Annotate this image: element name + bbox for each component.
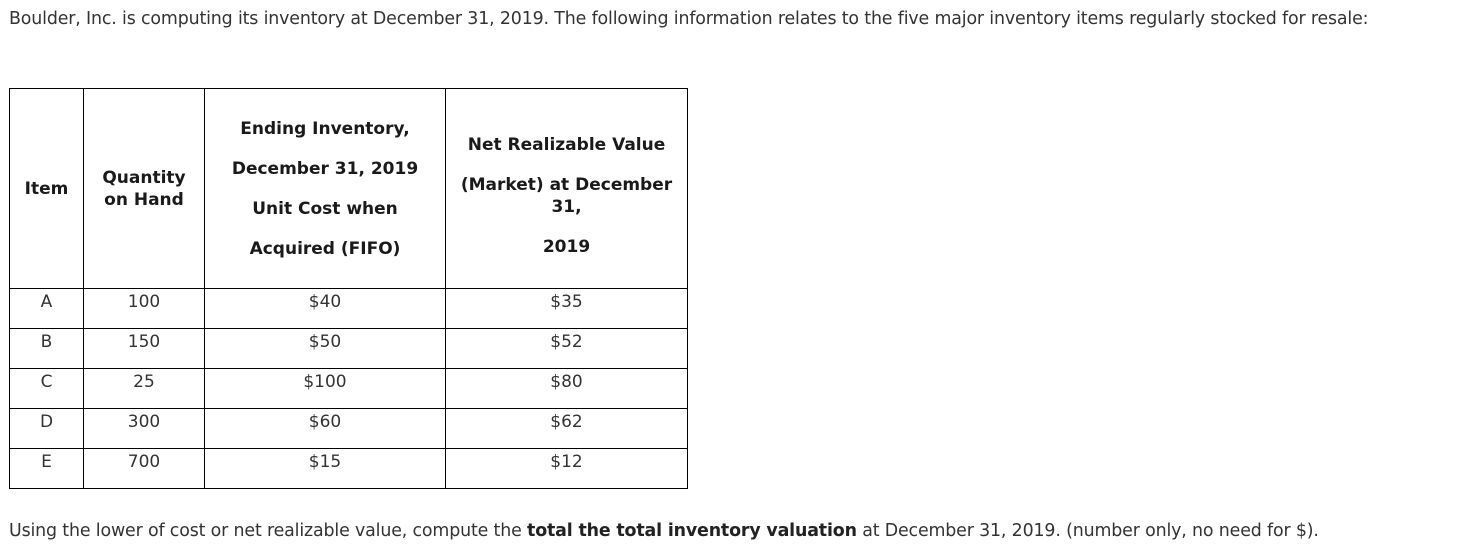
header-nrv-line: 2019	[542, 236, 591, 257]
cell-unit-cost: $40	[204, 288, 446, 329]
cell-item: B	[9, 328, 84, 369]
cell-item: A	[9, 288, 84, 329]
header-nrv: Net Realizable Value (Market) at Decembe…	[445, 88, 688, 289]
question-text: Using the lower of cost or net realizabl…	[9, 518, 1319, 544]
header-nrv-line: (Market) at December	[460, 174, 673, 195]
header-quantity: Quantity on Hand	[83, 88, 205, 289]
cell-nrv: $35	[445, 288, 688, 329]
cell-quantity: 700	[83, 448, 205, 489]
cell-unit-cost: $100	[204, 368, 446, 409]
cell-quantity: 150	[83, 328, 205, 369]
intro-text: Boulder, Inc. is computing its inventory…	[9, 9, 1369, 29]
header-item: Item	[9, 88, 84, 289]
cell-item: E	[9, 448, 84, 489]
table-header-row: Item Quantity on Hand Ending Inventory, …	[9, 88, 688, 289]
header-nrv-line: 31,	[551, 196, 582, 217]
table-row: C 25 $100 $80	[9, 368, 688, 409]
cell-item: C	[9, 368, 84, 409]
cell-quantity: 25	[83, 368, 205, 409]
cell-unit-cost: $15	[204, 448, 446, 489]
question-suffix: at December 31, 2019. (number only, no n…	[856, 521, 1319, 541]
header-unit-cost-line: Unit Cost when	[252, 198, 398, 219]
question-prefix: Using the lower of cost or net realizabl…	[9, 521, 528, 541]
cell-nrv: $12	[445, 448, 688, 489]
cell-nrv: $62	[445, 408, 688, 449]
header-unit-cost: Ending Inventory, December 31, 2019 Unit…	[204, 88, 446, 289]
cell-quantity: 300	[83, 408, 205, 449]
cell-unit-cost: $50	[204, 328, 446, 369]
cell-quantity: 100	[83, 288, 205, 329]
cell-nrv: $52	[445, 328, 688, 369]
cell-unit-cost: $60	[204, 408, 446, 449]
header-quantity-line: Quantity	[102, 167, 186, 188]
header-quantity-line: on Hand	[104, 189, 184, 210]
question-emphasis: total the total inventory valuation	[527, 521, 857, 541]
header-nrv-line: Net Realizable Value	[467, 134, 666, 155]
table-row: D 300 $60 $62	[9, 408, 688, 449]
inventory-table: Item Quantity on Hand Ending Inventory, …	[9, 88, 688, 489]
table-row: B 150 $50 $52	[9, 328, 688, 369]
cell-nrv: $80	[445, 368, 688, 409]
table-row: A 100 $40 $35	[9, 288, 688, 329]
cell-item: D	[9, 408, 84, 449]
header-unit-cost-line: Ending Inventory,	[240, 118, 410, 139]
table-row: E 700 $15 $12	[9, 448, 688, 489]
header-unit-cost-line: Acquired (FIFO)	[249, 238, 401, 259]
header-unit-cost-line: December 31, 2019	[231, 158, 419, 179]
